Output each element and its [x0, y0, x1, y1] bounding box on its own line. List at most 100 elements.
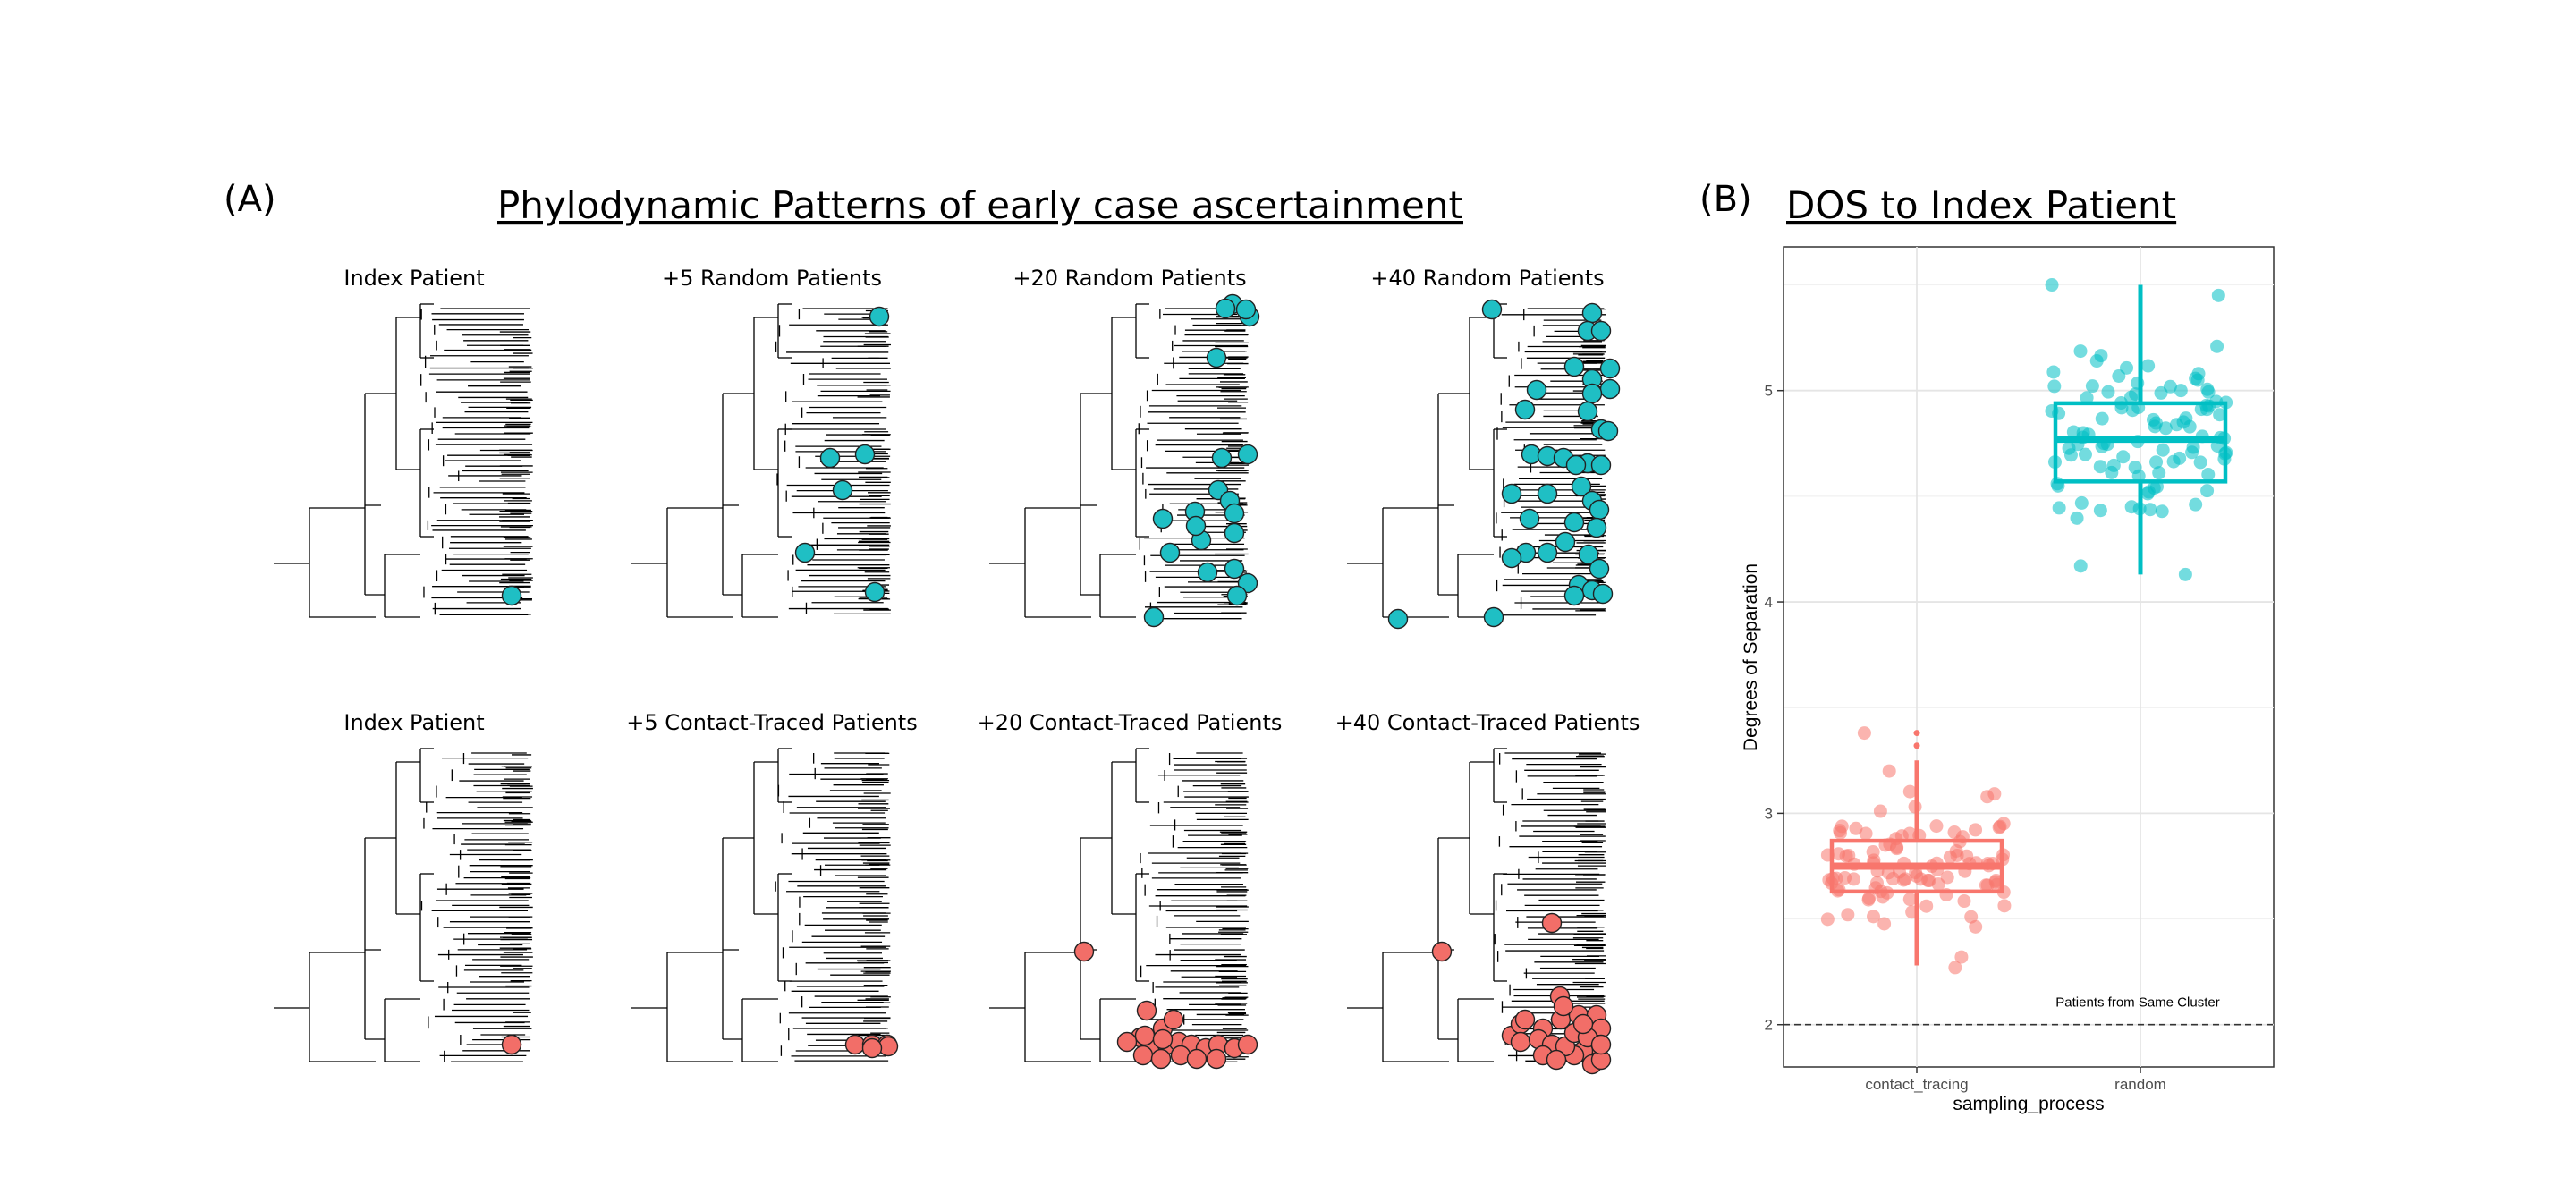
data-point — [2210, 339, 2224, 353]
highlighted-tip — [1483, 606, 1504, 628]
highlighted-tip — [1501, 547, 1522, 569]
highlighted-tip — [1590, 1034, 1612, 1055]
highlighted-tip — [1185, 515, 1207, 537]
highlighted-tip — [1132, 1045, 1154, 1066]
highlighted-tip — [1571, 476, 1592, 497]
x-tick-label: contact_tracing — [1865, 1076, 1968, 1093]
highlighted-tip — [1563, 356, 1585, 377]
highlighted-tip — [1186, 1048, 1208, 1070]
highlighted-tip — [1553, 995, 1574, 1017]
y-tick-label: 3 — [1765, 805, 1773, 822]
data-point — [2176, 415, 2190, 429]
data-point — [2073, 344, 2088, 359]
highlighted-tip — [1197, 562, 1218, 583]
highlighted-tip — [1563, 585, 1585, 606]
data-point — [2154, 385, 2168, 400]
data-point — [2120, 360, 2134, 375]
outlier-point — [1913, 730, 1920, 737]
highlighted-tip — [1586, 517, 1607, 538]
data-point — [1820, 912, 1835, 927]
random_row-tree-1: +5 Random Patients — [631, 266, 891, 618]
highlighted-tip — [1590, 454, 1612, 476]
highlighted-tip — [1152, 508, 1174, 529]
data-point — [1902, 893, 1917, 907]
random_row-tree-0: Index Patient — [274, 266, 533, 618]
boxes — [1829, 284, 2228, 966]
data-point — [2123, 390, 2138, 404]
highlighted-tip — [1537, 483, 1558, 504]
contact_row-tree-1: +5 Contact-Traced Patients — [626, 710, 918, 1062]
data-point — [1859, 826, 1873, 841]
highlighted-tip — [1224, 558, 1245, 580]
tree-title: +40 Contact-Traced Patients — [1335, 710, 1640, 735]
random_row-2-tips — [1143, 293, 1260, 628]
highlighted-tip — [819, 447, 841, 469]
highlighted-tip — [1073, 941, 1095, 962]
data-point — [2213, 408, 2227, 422]
data-point — [2148, 416, 2163, 430]
data-point — [1954, 950, 1969, 964]
contact_row-1-tips — [844, 1034, 899, 1059]
contact_row-2-tips — [1073, 941, 1258, 1070]
data-point — [1877, 917, 1892, 931]
highlighted-tip — [854, 444, 876, 465]
highlighted-tip — [844, 1034, 866, 1055]
highlighted-tip — [501, 1034, 522, 1055]
highlighted-tip — [1134, 1025, 1156, 1046]
highlighted-tip — [1136, 1000, 1157, 1021]
data-point — [2186, 440, 2200, 454]
highlighted-tip — [861, 1037, 883, 1059]
data-point — [2190, 373, 2205, 387]
tree-title: +5 Random Patients — [662, 266, 882, 291]
data-point — [1857, 726, 1871, 741]
tree-title: Index Patient — [343, 710, 484, 735]
highlighted-tip — [1152, 1028, 1174, 1050]
data-point — [2200, 382, 2215, 396]
highlighted-tip — [1431, 941, 1453, 962]
reference-line: Patients from Same Cluster — [1784, 995, 2274, 1026]
random_row-0-tips — [501, 585, 522, 606]
highlighted-tip — [1481, 299, 1503, 320]
data-point — [2149, 455, 2164, 470]
highlighted-tip — [1237, 444, 1258, 465]
data-point — [2074, 495, 2089, 510]
highlighted-tip — [1211, 447, 1233, 469]
highlighted-tip — [1577, 401, 1598, 422]
highlighted-tip — [1589, 558, 1610, 580]
highlighted-tip — [1519, 508, 1540, 529]
data-point — [1921, 873, 1936, 887]
x-tick-label: random — [2114, 1076, 2166, 1093]
highlighted-tip — [1143, 606, 1165, 628]
contact_row-tree-2: +20 Contact-Traced Patients — [978, 710, 1282, 1062]
tree-title: Index Patient — [343, 266, 484, 291]
panel-a-title: Phylodynamic Patterns of early case asce… — [497, 183, 1463, 227]
highlighted-tip — [1159, 542, 1181, 563]
data-point — [2152, 466, 2166, 480]
data-point — [1993, 819, 2007, 834]
data-point — [1948, 961, 1962, 975]
random_row-1-tips — [794, 306, 890, 603]
contact_row-tree-0: Index Patient — [274, 710, 533, 1062]
data-point — [1929, 819, 1944, 834]
data-point — [2201, 468, 2216, 482]
data-point — [1849, 821, 1863, 835]
y-tick-label: 2 — [1765, 1017, 1773, 1034]
data-point — [2140, 487, 2155, 501]
highlighted-tip — [1237, 1034, 1258, 1055]
highlighted-tip — [1599, 358, 1621, 379]
data-point — [2156, 443, 2170, 457]
data-point — [1969, 823, 1983, 837]
data-point — [2189, 497, 2203, 512]
highlighted-tip — [1510, 1031, 1531, 1053]
highlighted-tip — [1592, 583, 1614, 605]
data-point — [2063, 448, 2078, 462]
data-point — [2211, 288, 2225, 302]
random_row-3-tips — [1387, 299, 1621, 630]
data-point — [2080, 391, 2094, 405]
highlighted-tip — [1514, 1009, 1536, 1030]
random_row-tree-3: +40 Random Patients — [1347, 266, 1606, 618]
data-point — [1898, 872, 1912, 886]
highlighted-tip — [1526, 379, 1547, 401]
highlighted-tip — [1578, 544, 1599, 565]
data-point — [2093, 460, 2107, 474]
